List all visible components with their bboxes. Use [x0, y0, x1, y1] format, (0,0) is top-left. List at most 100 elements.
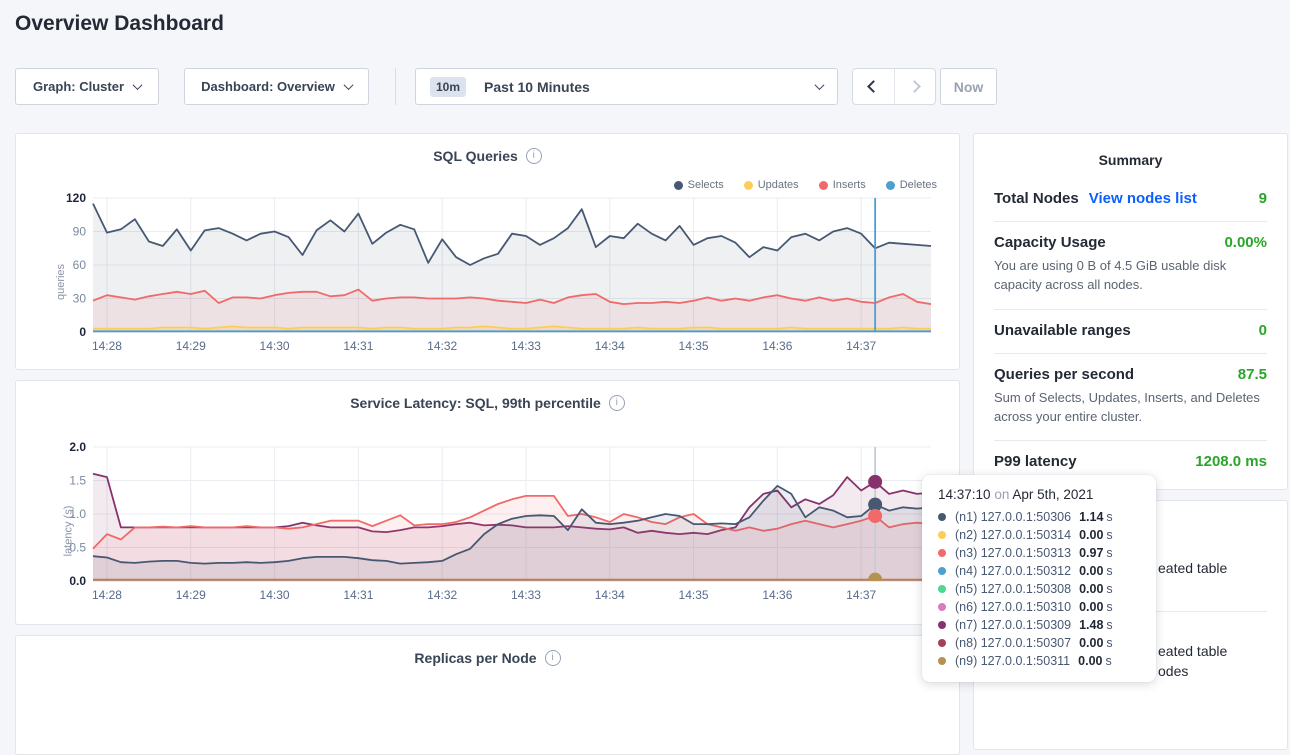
service-latency-chart[interactable]: 0.00.51.01.52.014:2814:2914:3014:3114:32… [51, 441, 941, 613]
svg-text:14:33: 14:33 [511, 339, 541, 353]
chevron-right-icon [908, 80, 921, 93]
node-value: 0.00 [1079, 564, 1103, 578]
next-time-button[interactable] [894, 69, 936, 104]
stat-label: Unavailable ranges [994, 322, 1131, 339]
series-color-dot [938, 621, 946, 629]
now-button[interactable]: Now [940, 68, 997, 105]
chart-title: Replicas per Node [414, 650, 536, 666]
series-color-dot [938, 639, 946, 647]
y-axis-label: queries [55, 264, 67, 300]
summary-stat-row: P99 latency1208.0 ms [994, 453, 1267, 470]
series-color-dot [938, 549, 946, 557]
tooltip-node-row: (n6) 127.0.0.1:503100.00s [938, 598, 1142, 616]
info-icon[interactable]: i [545, 650, 561, 666]
legend-item-updates[interactable]: Updates [744, 179, 799, 191]
summary-stat-row: Unavailable ranges0 [994, 322, 1267, 354]
summary-heading: Summary [974, 152, 1287, 168]
summary-stats: Total NodesView nodes list9Capacity Usag… [974, 168, 1287, 470]
event-text-fragment: eated table [1158, 560, 1227, 576]
view-nodes-list-link[interactable]: View nodes list [1089, 190, 1197, 207]
tooltip-node-row: (n7) 127.0.0.1:50309 1.48s [938, 616, 1142, 634]
chart-title: Service Latency: SQL, 99th percentile [350, 395, 601, 411]
node-unit: s [1105, 654, 1111, 668]
node-address: (n1) 127.0.0.1:50306 [955, 510, 1071, 524]
info-icon[interactable]: i [526, 148, 542, 164]
summary-stat-row: Queries per second87.5Sum of Selects, Up… [994, 366, 1267, 442]
stat-label: Capacity Usage [994, 234, 1106, 251]
series-color-dot [938, 513, 946, 521]
tooltip-node-row: (n9) 127.0.0.1:503110.00s [938, 652, 1142, 670]
legend-dot [744, 181, 753, 190]
svg-text:14:33: 14:33 [511, 588, 541, 602]
svg-text:14:37: 14:37 [846, 588, 876, 602]
svg-text:90: 90 [73, 225, 87, 239]
y-axis-label: latency (s) [62, 506, 74, 557]
svg-text:30: 30 [73, 292, 87, 306]
dashboard-dropdown[interactable]: Dashboard: Overview [184, 68, 369, 105]
svg-text:14:30: 14:30 [260, 339, 290, 353]
node-value: 1.14 [1079, 510, 1103, 524]
node-address: (n5) 127.0.0.1:50308 [955, 582, 1071, 596]
graph-dropdown[interactable]: Graph: Cluster [15, 68, 159, 105]
time-range-dropdown[interactable]: 10m Past 10 Minutes [415, 68, 838, 105]
time-range-label: Past 10 Minutes [484, 79, 590, 95]
node-address: (n2) 127.0.0.1:50314 [955, 528, 1071, 542]
series-color-dot [938, 567, 946, 575]
divider [994, 309, 1267, 310]
tooltip-node-row: (n2) 127.0.0.1:503140.00s [938, 526, 1142, 544]
node-address: (n7) 127.0.0.1:50309 [955, 618, 1071, 632]
svg-text:14:35: 14:35 [679, 588, 709, 602]
sql-queries-chart[interactable]: 030609012014:2814:2914:3014:3114:3214:33… [51, 192, 941, 364]
svg-text:1.5: 1.5 [69, 474, 86, 488]
stat-label: Total Nodes [994, 190, 1079, 207]
svg-text:14:28: 14:28 [92, 339, 122, 353]
chart-legend: Selects Updates Inserts Deletes [674, 179, 937, 191]
divider [994, 221, 1267, 222]
node-address: (n9) 127.0.0.1:50311 [955, 654, 1070, 668]
stat-value: 87.5 [1238, 366, 1267, 383]
summary-stat-row: Capacity Usage0.00%You are using 0 B of … [994, 234, 1267, 310]
legend-item-selects[interactable]: Selects [674, 179, 724, 191]
graph-dropdown-label: Graph: Cluster [33, 79, 124, 94]
legend-item-deletes[interactable]: Deletes [886, 179, 937, 191]
node-value: 0.97 [1079, 546, 1103, 560]
prev-time-button[interactable] [853, 69, 894, 104]
series-color-dot [938, 657, 946, 665]
legend-dot [819, 181, 828, 190]
stat-label: Queries per second [994, 366, 1134, 383]
svg-text:14:32: 14:32 [427, 339, 457, 353]
node-value: 1.48 [1079, 618, 1103, 632]
divider [994, 353, 1267, 354]
chevron-down-icon [815, 80, 825, 90]
series-color-dot [938, 531, 946, 539]
node-unit: s [1106, 618, 1112, 632]
node-address: (n3) 127.0.0.1:50313 [955, 546, 1071, 560]
svg-text:0.0: 0.0 [69, 574, 86, 588]
legend-item-inserts[interactable]: Inserts [819, 179, 866, 191]
tooltip-node-row: (n1) 127.0.0.1:50306 1.14s [938, 508, 1142, 526]
svg-text:14:28: 14:28 [92, 588, 122, 602]
toolbar-divider [395, 68, 396, 105]
page-title: Overview Dashboard [15, 12, 224, 36]
svg-text:14:35: 14:35 [679, 339, 709, 353]
time-pager [852, 68, 936, 105]
chevron-left-icon [867, 80, 880, 93]
svg-text:14:31: 14:31 [343, 339, 373, 353]
chevron-down-icon [343, 80, 353, 90]
legend-dot [886, 181, 895, 190]
svg-text:2.0: 2.0 [69, 441, 86, 454]
stat-value: 1208.0 ms [1195, 453, 1267, 470]
svg-text:14:34: 14:34 [595, 588, 625, 602]
svg-text:14:29: 14:29 [176, 339, 206, 353]
dashboard-dropdown-label: Dashboard: Overview [201, 79, 335, 94]
node-unit: s [1106, 582, 1112, 596]
node-address: (n4) 127.0.0.1:50312 [955, 564, 1071, 578]
info-icon[interactable]: i [609, 395, 625, 411]
tooltip-node-row: (n3) 127.0.0.1:503130.97s [938, 544, 1142, 562]
node-address: (n6) 127.0.0.1:50310 [955, 600, 1071, 614]
node-value: 0.00 [1079, 636, 1103, 650]
node-unit: s [1106, 510, 1112, 524]
svg-text:14:30: 14:30 [260, 588, 290, 602]
node-unit: s [1106, 636, 1112, 650]
svg-text:14:29: 14:29 [176, 588, 206, 602]
